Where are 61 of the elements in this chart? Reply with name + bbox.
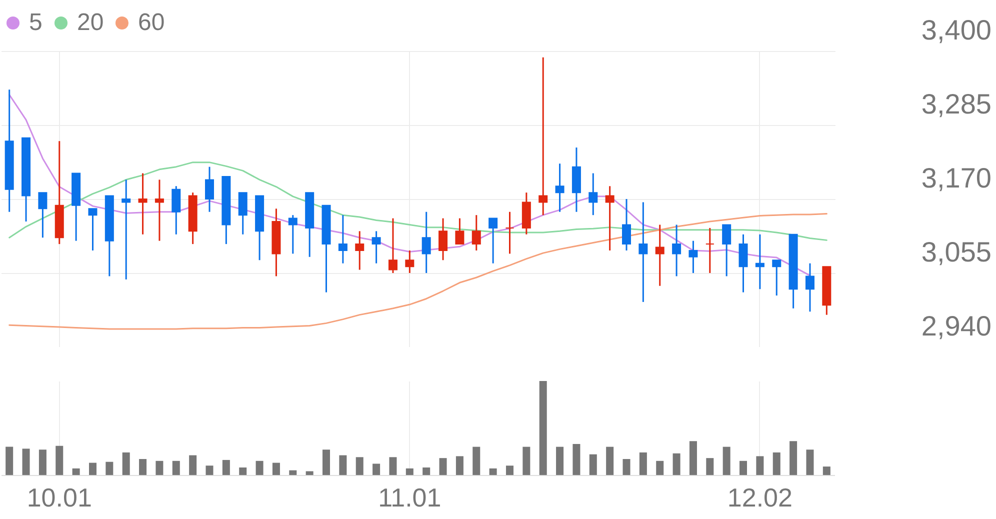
bar — [88, 462, 96, 475]
y-tick-label: 2,940 — [921, 310, 992, 342]
bar — [522, 446, 530, 475]
bar — [156, 460, 164, 475]
bar — [656, 460, 664, 475]
bar — [72, 468, 80, 475]
bar — [372, 464, 380, 475]
bar — [689, 441, 697, 475]
bar — [356, 457, 364, 475]
bar — [389, 457, 397, 475]
y-tick-label: 3,285 — [921, 88, 992, 120]
bar — [322, 450, 330, 475]
x-tick-label: 10.01 — [26, 482, 92, 512]
bar — [672, 453, 680, 475]
bar — [539, 381, 547, 475]
bar — [172, 460, 180, 475]
bar — [472, 446, 480, 475]
bar — [706, 458, 714, 475]
bar — [239, 467, 247, 475]
bar — [772, 452, 780, 475]
bar — [339, 455, 347, 475]
bar — [38, 450, 46, 475]
bar — [606, 446, 614, 475]
y-tick-label: 3,400 — [921, 14, 992, 46]
bar — [790, 441, 798, 475]
bar — [6, 446, 14, 475]
legend-label: 20 — [77, 9, 104, 36]
y-tick-label: 3,055 — [921, 236, 992, 268]
bar — [756, 456, 764, 475]
bar — [22, 448, 30, 475]
bar — [306, 471, 314, 475]
bar — [822, 466, 830, 475]
bar — [456, 456, 464, 475]
bar — [622, 459, 630, 475]
bar — [556, 446, 564, 475]
bar — [122, 452, 130, 475]
bar — [106, 462, 114, 475]
bar — [256, 460, 264, 475]
bar — [639, 452, 647, 475]
legend-label: 5 — [29, 9, 42, 36]
bar — [506, 466, 514, 475]
bar — [272, 462, 280, 475]
bar — [439, 458, 447, 475]
bar — [589, 454, 597, 475]
bar — [722, 446, 730, 475]
bar — [489, 468, 497, 475]
bar — [289, 470, 297, 475]
bar — [56, 446, 64, 475]
bar — [806, 450, 814, 475]
bar — [139, 459, 147, 475]
bar — [189, 455, 197, 475]
bar — [206, 466, 214, 475]
x-tick-label: 12.02 — [727, 482, 792, 512]
y-tick-label: 3,170 — [921, 162, 992, 194]
legend-label: 60 — [138, 9, 165, 36]
bar — [406, 468, 414, 475]
bar — [422, 467, 430, 475]
bar — [740, 460, 748, 475]
x-tick-label: 11.01 — [378, 482, 442, 512]
bar — [572, 444, 580, 475]
bar — [222, 460, 230, 475]
